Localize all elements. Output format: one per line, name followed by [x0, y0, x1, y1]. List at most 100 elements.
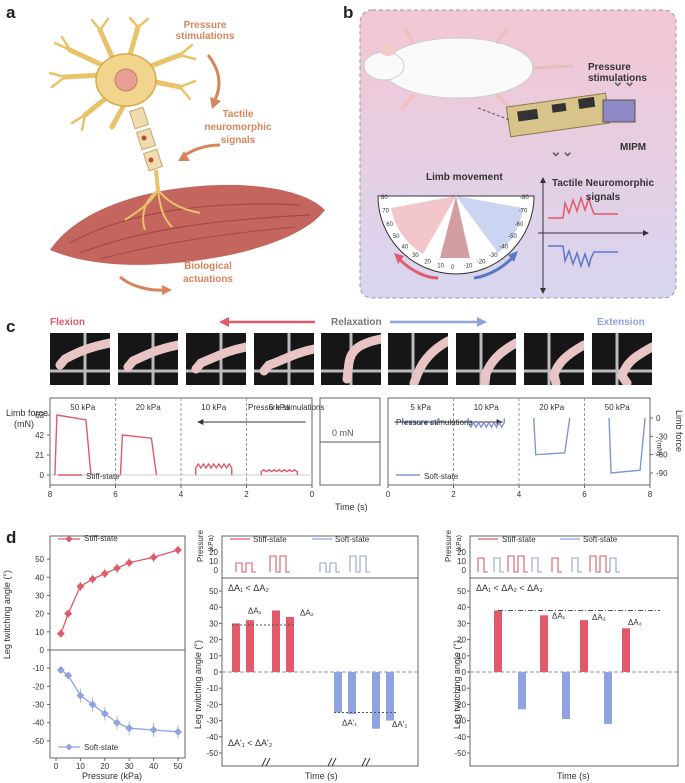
stiff-force-trace — [260, 468, 298, 475]
d-left-xlabel: Pressure (kPa) — [82, 771, 143, 781]
ytick-label: 10 — [209, 652, 218, 661]
xtick-label: 6 — [113, 490, 118, 499]
c-left-legend: Stiff-state — [86, 472, 120, 481]
d-right-legend-stiff: Stiff-state — [502, 535, 536, 544]
gauge-tick-label: 10 — [437, 264, 444, 270]
stiff-bar — [622, 628, 630, 672]
label-tactile-signals: Tactile neuromorphic signals — [204, 109, 272, 146]
label-pressure-stimulations-b: Pressure stimulations — [588, 62, 647, 84]
label-tactile-neuromorphic: Tactile Neuromorphic signals — [551, 178, 655, 203]
gauge-tick-label: -20 — [477, 260, 486, 266]
mouse-leg-photo — [524, 333, 584, 385]
ytick-label: -40 — [206, 733, 218, 742]
mouse-leg-photo — [388, 333, 448, 385]
d-mid-legend-stiff: Stiff-state — [253, 535, 287, 544]
d-right-pressure-unit: (kPa) — [456, 535, 463, 552]
pressure-pulse — [235, 562, 256, 573]
c-left-ylabel: Limb force (mN) — [6, 408, 49, 429]
stiff-bar — [580, 620, 588, 672]
xtick-label: 30 — [125, 762, 134, 771]
mouse-leg-photo — [321, 333, 381, 385]
label-relaxation: Relaxation — [331, 317, 382, 328]
stiff-bar — [272, 610, 280, 672]
xtick-label: 10 — [76, 762, 85, 771]
label-biological-actuations: Biological actuations — [182, 261, 233, 285]
pressure-pulse — [609, 557, 620, 573]
pressure-pulse — [319, 562, 340, 573]
mouse-leg-photo — [456, 333, 516, 385]
ytick-label: 30 — [209, 619, 218, 628]
pressure-pulse — [571, 557, 582, 573]
stiff-bar — [540, 615, 548, 672]
pressure-tick-label: 20 — [209, 548, 218, 557]
soft-force-trace — [608, 417, 646, 474]
ytick-label: 0 — [656, 414, 661, 423]
signal-plot — [538, 177, 649, 294]
muscle-icon — [50, 184, 325, 265]
d-left-legend-stiff: Stiff-state — [84, 534, 118, 543]
ytick-label: 40 — [35, 573, 44, 582]
delta-label: ΔA₂ — [592, 613, 606, 622]
ytick-label: 50 — [457, 587, 466, 596]
gauge-tick-label: -50 — [508, 234, 517, 240]
ytick-label: 10 — [35, 628, 44, 637]
ytick-label: 50 — [35, 555, 44, 564]
d-left-legend-soft: Soft-state — [84, 743, 119, 752]
soft-bar — [604, 672, 612, 724]
c-xlabel: Time (s) — [335, 502, 368, 512]
ytick-label: -30 — [656, 432, 668, 441]
ytick-label: 21 — [35, 451, 44, 460]
ytick-label: 40 — [209, 603, 218, 612]
ytick-label: 20 — [457, 636, 466, 645]
xtick-label: 0 — [310, 490, 315, 499]
stiff-bar — [286, 616, 294, 672]
delta-label: ΔA₁ — [248, 607, 262, 616]
xtick-label: 6 — [582, 490, 587, 499]
legend-marker-stiff — [65, 535, 73, 543]
ytick-label: -50 — [32, 737, 44, 746]
d-mid-pressure-unit: (kPa) — [208, 535, 215, 552]
stiff-line — [60, 549, 179, 634]
ytick-label: 0 — [40, 471, 45, 480]
gauge-tick-label: 40 — [402, 245, 409, 251]
label-flexion: Flexion — [50, 317, 86, 328]
gauge-tick-label: 20 — [424, 260, 431, 266]
ytick-label: -30 — [454, 717, 466, 726]
soft-bar — [348, 672, 356, 715]
c-right-ylabel-unit: (mN) — [655, 440, 662, 456]
ytick-label: -50 — [454, 749, 466, 758]
segment-label: 20 kPa — [136, 403, 161, 412]
delta-label: ΔA'₁ — [342, 718, 357, 727]
ytick-label: -20 — [454, 700, 466, 709]
ytick-label: -20 — [32, 682, 44, 691]
soft-line — [60, 669, 179, 733]
stiff-force-trace — [195, 462, 233, 475]
label-limb-movement: Limb movement — [426, 172, 503, 183]
gauge-tick-label: -10 — [464, 264, 473, 270]
soft-bar — [372, 672, 380, 729]
neuron-muscle-illustration — [48, 16, 325, 295]
xtick-label: 8 — [648, 490, 653, 499]
gauge-tick-label: 50 — [393, 234, 400, 240]
label-mipm: MIPM — [620, 142, 647, 153]
xtick-label: 4 — [517, 490, 522, 499]
d-left-frame — [49, 535, 186, 759]
ytick-label: 0 — [462, 668, 467, 677]
mouse-leg-photo — [186, 333, 246, 385]
xtick-label: 20 — [100, 762, 109, 771]
delta-label: ΔA'₂ — [392, 720, 407, 729]
gauge-tick-label: -70 — [519, 209, 528, 215]
stiff-bar — [232, 623, 240, 672]
d-mid-xlabel: Time (s) — [305, 771, 338, 781]
soft-force-trace — [467, 418, 505, 429]
mouse-leg-photo — [254, 333, 314, 385]
label-extension: Extension — [597, 317, 645, 328]
pressure-tick-label: 20 — [457, 548, 466, 557]
arrow-icon — [119, 275, 166, 292]
ytick-label: 0 — [40, 646, 45, 655]
gauge-tick-label: 80 — [381, 195, 388, 201]
soft-bar — [562, 672, 570, 719]
